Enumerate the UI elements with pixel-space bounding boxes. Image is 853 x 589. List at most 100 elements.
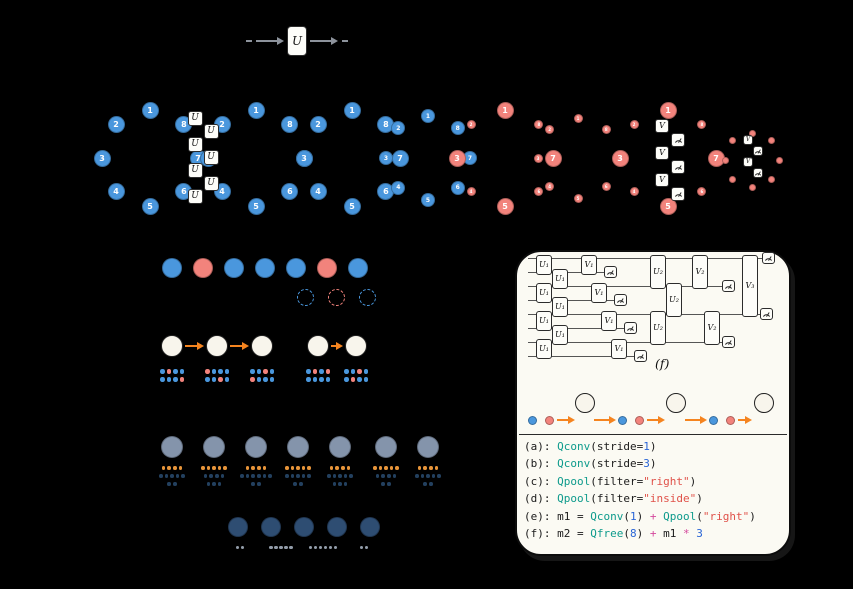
ring-node: 8 [601, 125, 611, 135]
cluster-dot [269, 546, 273, 550]
cluster-dot [375, 474, 380, 478]
coarse-qubit-circle [245, 436, 267, 458]
code-token: Qconv [557, 457, 591, 471]
grid-dot [173, 369, 178, 374]
flow-arrow-gray [256, 37, 284, 44]
grid-dot [263, 377, 268, 382]
unitary-gate: V [655, 173, 669, 187]
grid-dot [325, 377, 330, 382]
cluster-dot [290, 474, 295, 478]
flow-arrow [647, 416, 665, 424]
cluster-dot [274, 546, 278, 550]
grid-dot [306, 369, 311, 374]
cluster-dot [323, 546, 328, 550]
cluster-dot [387, 482, 391, 486]
cluster-dot [333, 546, 338, 550]
circuit-gate: V₁ [581, 255, 597, 275]
code-token: ( [696, 509, 703, 523]
grid-dot [269, 377, 274, 382]
cluster-dot [173, 482, 177, 486]
ring-node: 5 [496, 197, 514, 215]
cluster-dot [284, 546, 288, 550]
ring-node: 4 [629, 187, 639, 197]
flow-arrow [738, 416, 752, 424]
ring-node: 2 [309, 115, 327, 133]
cluster-dot [289, 546, 293, 550]
unitary-gate: U [203, 149, 219, 165]
cluster-dot [217, 482, 222, 486]
grid-dot [312, 377, 317, 382]
qubit-circle [286, 258, 306, 278]
cluster-dot [167, 482, 171, 486]
grid-dot [357, 377, 362, 382]
grid-dot [319, 377, 324, 382]
grid-dot [263, 369, 268, 374]
ring-node: 7 [391, 149, 409, 167]
cluster-dot [181, 474, 185, 478]
ring-node: 2 [391, 121, 406, 136]
cluster-dot [301, 466, 306, 470]
ring-node: 2 [629, 119, 639, 129]
cluster-dot [279, 546, 283, 550]
cluster-dot [329, 466, 334, 470]
circuit-wire [528, 286, 724, 288]
coarse-qubit-circle [203, 436, 225, 458]
cluster-dot [161, 466, 166, 470]
pooled-state-circle [666, 393, 686, 413]
pool-qubit-red [725, 415, 735, 425]
ring-node: 6 [450, 180, 465, 195]
measure-gate-icon [671, 159, 685, 174]
grid-dot [256, 369, 261, 374]
grid-dot [166, 377, 171, 382]
unitary-gate: V [655, 119, 669, 133]
grid-dot [218, 377, 223, 382]
grid-dot [173, 377, 178, 382]
code-token: Qpool [663, 509, 697, 523]
cluster-dot [349, 474, 353, 478]
cluster-dot [378, 466, 383, 470]
grid-dot [160, 369, 165, 374]
cluster-dot [384, 466, 388, 470]
unitary-gate: U [187, 110, 203, 126]
code-token: ) [636, 509, 650, 523]
cluster-dot [206, 466, 211, 470]
code-line: (b): Qconv(stride=3) [524, 457, 656, 470]
code-token: (stride= [590, 457, 644, 471]
qubit-circle [348, 258, 368, 278]
flow-dash [342, 40, 348, 42]
code-token: ) [696, 492, 703, 506]
ring-node: 1 [496, 101, 514, 119]
unitary-gate: U [203, 123, 219, 139]
measure-gate-icon [753, 146, 763, 156]
pool-qubit-red [544, 415, 554, 425]
cluster-dot [423, 482, 427, 486]
circuit-gate: U₁ [552, 297, 568, 317]
circuit-gate: V₃ [742, 255, 758, 317]
cluster-dot [245, 474, 250, 478]
code-token: Qfree [590, 527, 624, 540]
code-token: (stride= [590, 440, 644, 453]
cluster-dot [220, 474, 225, 478]
measure-gate-icon [722, 280, 735, 292]
grid-dot [224, 369, 229, 374]
state-circle [345, 335, 367, 357]
ring-node: 6 [697, 187, 707, 197]
grid-dot [166, 369, 171, 374]
code-token: "right" [702, 509, 750, 523]
cluster-dot [240, 474, 244, 478]
flow-arrow [594, 416, 616, 424]
ring-node: 4 [107, 183, 125, 201]
unitary-gate: U [187, 162, 203, 178]
flow-arrow [230, 342, 249, 350]
grid-dot [350, 377, 355, 382]
grid-dot [218, 369, 223, 374]
panel-divider [519, 434, 787, 435]
unitary-gate: V [655, 146, 669, 160]
ring-node: 3 [533, 153, 543, 163]
ring-node: 3 [295, 149, 313, 167]
ring-node: 1 [247, 101, 265, 119]
code-token: ) [749, 509, 756, 523]
cluster-dot [257, 474, 261, 478]
ring-node: 2 [545, 125, 555, 135]
unitary-box: U [287, 26, 307, 56]
